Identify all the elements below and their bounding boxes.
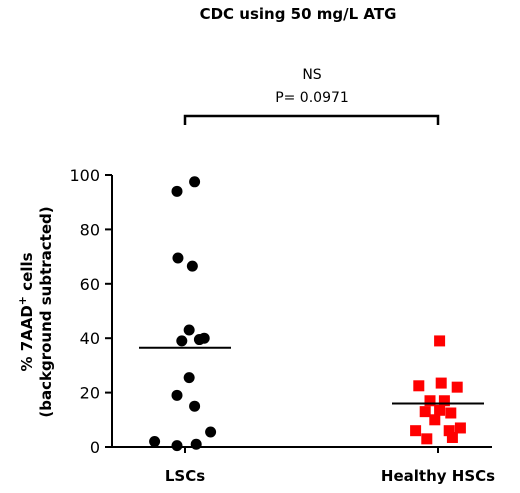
data-points [149,176,466,452]
significance-annotation: NS P= 0.0971 [183,67,440,125]
x-category-label: LSCs [165,467,205,485]
lsc-data-point [149,436,161,448]
lsc-data-point [176,335,188,347]
y-tick-label: 0 [90,438,100,457]
lsc-data-point [171,389,183,401]
hsc-data-point [451,381,463,393]
hsc-data-point [435,377,447,389]
significance-bracket [183,114,440,125]
lsc-data-point [186,260,198,272]
y-axis-label-main: % 7AAD [18,305,36,371]
hsc-data-point [419,406,431,418]
hsc-data-point [454,422,466,434]
y-axis-label-sup: + [16,296,29,305]
y-tick-label: 20 [80,384,100,403]
x-category-labels: LSCs Healthy HSCs [165,447,495,485]
lsc-data-point [172,252,184,264]
hsc-data-point [421,433,433,445]
hsc-data-point [413,380,425,392]
median-lines [139,346,484,405]
hsc-data-point [445,407,457,419]
hsc-data-point [424,395,436,407]
lsc-data-point [193,334,205,346]
lsc-data-point [205,426,217,438]
y-axis-label: % 7AAD+ cells (background subtracted) [16,206,55,417]
hsc-data-point [434,404,446,416]
hsc-data-point [429,414,441,426]
y-axis-label-line1: % 7AAD+ cells [16,252,36,371]
y-tick-label: 40 [80,329,100,348]
lsc-data-point [189,176,201,188]
y-ticks: 0 20 40 60 80 100 [69,166,112,457]
x-category-label: Healthy HSCs [381,467,495,485]
lsc-data-point [171,185,183,197]
significance-label: NS [302,67,321,83]
y-axis-label-rest: cells [18,252,36,296]
hsc-data-point [443,425,455,437]
hsc-data-point [410,425,422,437]
p-value-label: P= 0.0971 [275,90,349,106]
lsc-data-point [190,438,202,450]
chart-title: CDC using 50 mg/L ATG [200,5,397,23]
lsc-data-point [171,440,183,452]
y-tick-label: 80 [80,220,100,239]
hsc-data-point [446,431,458,443]
y-tick-label: 100 [69,166,100,185]
lsc-data-point [183,324,195,336]
hsc-data-point [438,395,450,407]
lsc-data-point [183,372,195,384]
y-tick-label: 60 [80,275,100,294]
hsc-data-point [434,335,446,347]
y-axis-label-line2: (background subtracted) [37,206,55,417]
lsc-data-point [189,400,201,412]
